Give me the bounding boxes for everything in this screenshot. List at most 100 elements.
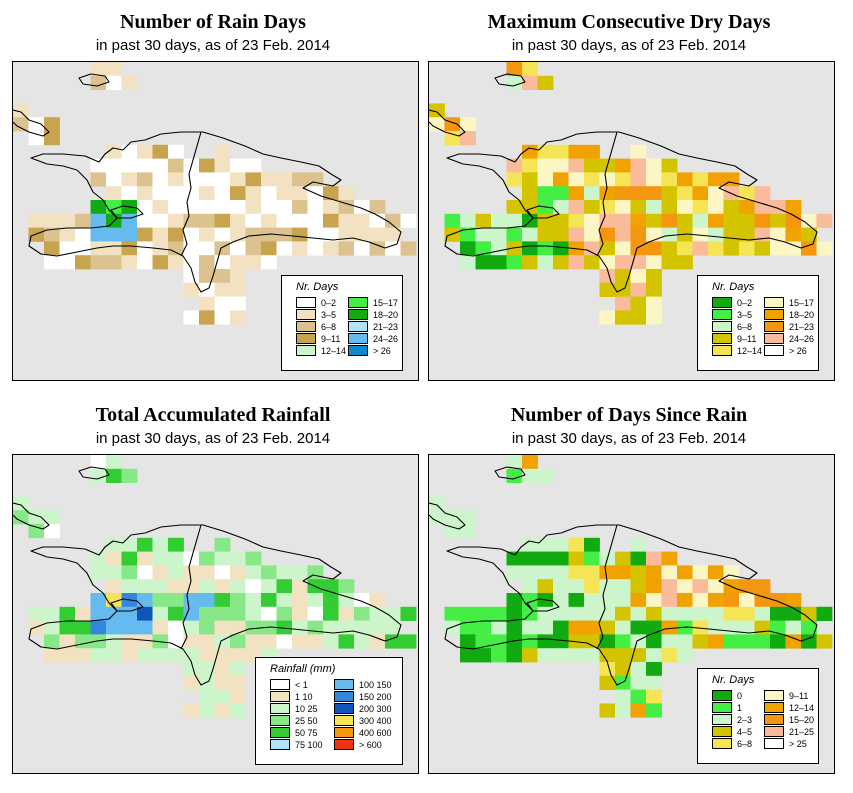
grid-cell [584, 200, 600, 215]
grid-cell [354, 634, 370, 649]
grid-cell [599, 282, 616, 297]
grid-cell [199, 634, 215, 649]
grid-cell [199, 579, 215, 594]
grid-cell [692, 172, 709, 187]
grid-cell [506, 75, 523, 90]
grid-cell [460, 620, 476, 635]
grid-cell [183, 200, 200, 215]
grid-cell [106, 186, 122, 201]
grid-cell [553, 186, 569, 201]
grid-cell [59, 213, 76, 228]
grid-cell [199, 213, 215, 228]
grid-cell [338, 579, 355, 594]
legend-swatch [712, 333, 732, 344]
grid-cell [230, 200, 246, 215]
grid-cell [646, 689, 662, 704]
grid-cell [75, 606, 91, 621]
grid-cell [75, 634, 91, 649]
grid-cell [615, 579, 631, 594]
grid-cell [677, 186, 693, 201]
grid-cell [385, 213, 401, 228]
grid-cell [785, 241, 802, 256]
grid-cell [460, 634, 476, 649]
grid-cell [106, 255, 122, 270]
legend-label: 18–20 [373, 309, 399, 320]
grid-cell [199, 269, 215, 284]
panel-subtitle: in past 30 days, as of 23 Feb. 2014 [511, 37, 747, 54]
grid-cell [44, 227, 60, 242]
grid-cell [75, 255, 91, 270]
panel-title: Maximum Consecutive Dry Days [487, 11, 771, 33]
legend-label: 9–11 [321, 333, 341, 344]
grid-cell [708, 172, 724, 187]
grid-cell [739, 186, 755, 201]
grid-cell [630, 158, 647, 173]
legend-swatch [296, 309, 316, 320]
grid-cell [44, 648, 60, 663]
grid-cell [739, 634, 755, 649]
grid-cell [214, 186, 231, 201]
grid-cell [28, 131, 45, 146]
grid-cell [491, 606, 507, 621]
map-frame: Nr. Days 0–2 3–5 6–8 9–11 12–14 15–17 18… [428, 61, 835, 381]
grid-cell [630, 537, 647, 552]
legend-item: 6–8 [712, 738, 752, 749]
grid-cell [183, 675, 200, 690]
grid-cell [369, 620, 386, 635]
grid-cell [630, 579, 647, 594]
grid-cell [245, 241, 262, 256]
grid-cell [152, 158, 169, 173]
legend-label: 400 600 [359, 727, 392, 738]
grid-cell [137, 537, 153, 552]
grid-cell [692, 565, 709, 580]
grid-cell [630, 565, 647, 580]
grid-cell [230, 186, 246, 201]
grid-cell [506, 62, 523, 77]
legend-label: 300 400 [359, 715, 392, 726]
grid-cell [692, 241, 709, 256]
legend-label: 15–20 [789, 714, 815, 725]
grid-cell [121, 255, 138, 270]
grid-cell [59, 255, 76, 270]
grid-cell [553, 255, 569, 270]
grid-cell [506, 213, 523, 228]
grid-cell [568, 213, 585, 228]
grid-cell [75, 227, 91, 242]
legend-item: 2–3 [712, 714, 752, 725]
legend-label: 18–20 [789, 309, 815, 320]
grid-cell [90, 468, 107, 483]
grid-cell [106, 620, 122, 635]
grid-cell [292, 213, 308, 228]
grid-cell [553, 537, 569, 552]
grid-cell [553, 227, 569, 242]
grid-cell [28, 620, 45, 635]
legend-label: < 1 [295, 679, 308, 690]
grid-cell [137, 186, 153, 201]
grid-cell [121, 186, 138, 201]
gonave-island-outline [526, 598, 560, 612]
grid-cell [522, 468, 538, 483]
legend-swatch [764, 714, 784, 725]
coastline [28, 131, 402, 293]
grid-cell [214, 565, 231, 580]
grid-cell [460, 606, 476, 621]
grid-cell [199, 186, 215, 201]
legend-title: Rainfall (mm) [270, 663, 336, 675]
grid-cell [369, 634, 386, 649]
grid-cell [230, 634, 246, 649]
tortuga-island-outline [494, 73, 526, 87]
grid-cell [630, 213, 647, 228]
grid-cell [183, 565, 200, 580]
grid-cell [708, 593, 724, 608]
map-legend: Rainfall (mm) < 1 1 10 10 25 25 50 50 75… [255, 657, 403, 765]
grid-cell [739, 200, 755, 215]
grid-cell [785, 634, 802, 649]
grid-cell [152, 255, 169, 270]
legend-swatch [270, 739, 290, 750]
grid-cell [199, 703, 215, 718]
grid-cell [90, 455, 107, 470]
grid-cell [708, 213, 724, 228]
grid-cell [292, 241, 308, 256]
grid-cell [261, 634, 277, 649]
grid-cell [615, 689, 631, 704]
